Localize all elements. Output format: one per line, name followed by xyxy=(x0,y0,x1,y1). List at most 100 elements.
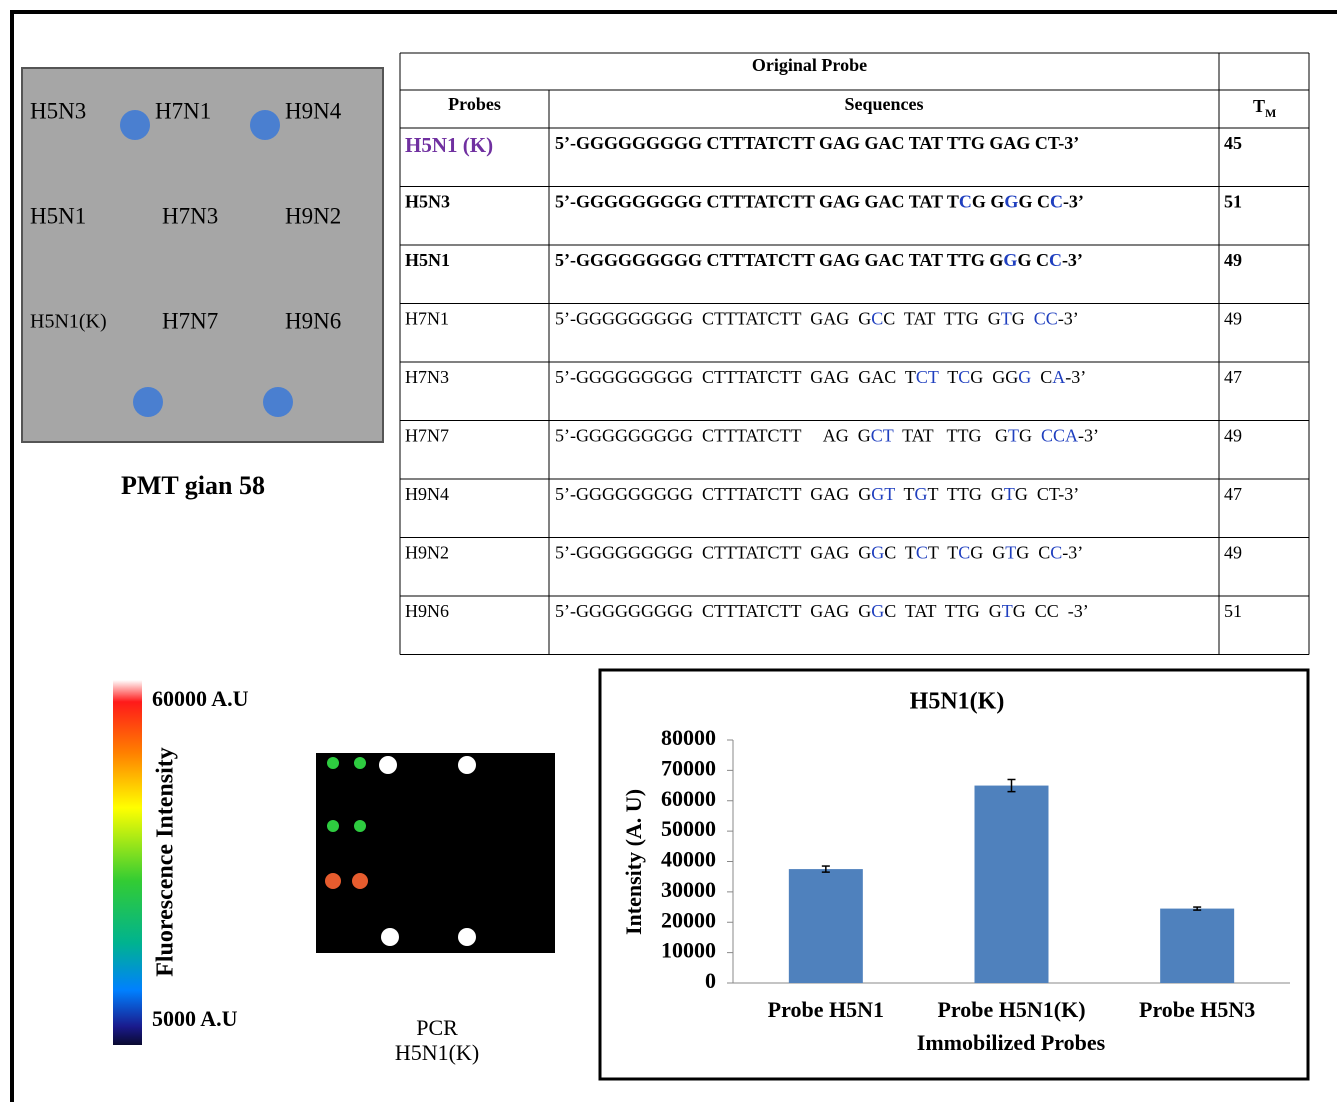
bar xyxy=(975,786,1049,983)
sequence: 5’-GGGGGGGGG CTTTATCTT GAG GGT TGT TTG G… xyxy=(555,484,1079,504)
tm-value: 49 xyxy=(1224,309,1242,329)
sequence-segment: G C xyxy=(1018,192,1050,212)
colorbar xyxy=(113,680,142,1045)
colorbar-title: Fluorescence Intensity xyxy=(153,747,179,977)
sequence-segment: T xyxy=(1002,601,1013,621)
tm-value: 45 xyxy=(1224,133,1242,153)
sequence: 5’-GGGGGGGGG CTTTATCTT GAG GGC TCT TCG G… xyxy=(555,543,1083,563)
sequence-segment: 5’-GGGGGGGGG CTTTATCTT GAG G xyxy=(555,309,871,329)
probe-label: H5N3 xyxy=(30,98,86,123)
sequence-segment: T xyxy=(1004,484,1015,504)
pcr-caption: H5N1(K) xyxy=(395,1040,479,1065)
sequence: 5’-GGGGGGGGG CTTTATCTT GAG GAC TAT TTG G… xyxy=(555,250,1083,270)
sequence-segment: T xyxy=(1005,543,1016,563)
tm-value: 49 xyxy=(1224,250,1242,270)
sequence-segment: G GG xyxy=(970,367,1018,387)
sequence-segment: C xyxy=(958,367,970,387)
x-tick-label: Probe H5N1 xyxy=(768,997,884,1022)
sequence-segment: CC xyxy=(1034,309,1058,329)
sequence-segment: G G xyxy=(972,192,1005,212)
sequence-segment: C xyxy=(959,192,972,212)
chart-title: H5N1(K) xyxy=(910,689,1005,715)
probe-name: H5N1 xyxy=(405,250,450,270)
y-tick-label: 30000 xyxy=(661,877,716,902)
x-axis-label: Immobilized Probes xyxy=(917,1030,1106,1055)
sequence: 5’-GGGGGGGGG CTTTATCTT GAG GAC TAT TCG G… xyxy=(555,192,1084,212)
sequence-segment: CCA xyxy=(1041,426,1078,446)
y-tick-label: 70000 xyxy=(661,755,716,780)
sequence-segment: 5’-GGGGGGGGG CTTTATCTT GAG G xyxy=(555,543,871,563)
x-tick-label: Probe H5N3 xyxy=(1139,997,1255,1022)
sequence-segment: 5’-GGGGGGGGG CTTTATCTT AG G xyxy=(555,426,871,446)
y-tick-label: 10000 xyxy=(661,938,716,963)
probe-label: H5N1(K) xyxy=(30,311,107,333)
sequence: 5’-GGGGGGGGG CTTTATCTT GAG GAC TAT TTG G… xyxy=(555,133,1079,153)
sequence-segment: T xyxy=(1008,426,1019,446)
x-tick-label: Probe H5N1(K) xyxy=(937,997,1085,1022)
panel-caption: PMT gian 58 xyxy=(121,471,265,500)
tm-value: 49 xyxy=(1224,543,1242,563)
probe-label: H9N2 xyxy=(285,203,341,228)
sequence-segment: -3’ xyxy=(1065,367,1086,387)
sequence-segment: T T xyxy=(928,543,958,563)
sequence-segment: G xyxy=(915,484,928,504)
sequence-segment: C xyxy=(1050,192,1063,212)
probe-label: H7N7 xyxy=(162,308,218,333)
probe-label: H5N1 xyxy=(30,203,86,228)
sequence-segment: 5’-GGGGGGGGG CTTTATCTT GAG GAC TAT TTG G… xyxy=(555,133,1079,153)
tm-value: 51 xyxy=(1224,192,1242,212)
sequence-segment: C TAT TTG G xyxy=(883,309,1001,329)
sequence-segment: -3’ xyxy=(1078,426,1099,446)
sequence-segment: TAT TTG G xyxy=(893,426,1008,446)
probe-name: H7N3 xyxy=(405,367,449,387)
sequence-segment: G xyxy=(1003,250,1017,270)
probe-label: H7N1 xyxy=(155,98,211,123)
column-header: Probes xyxy=(448,94,501,114)
column-header: Sequences xyxy=(844,94,923,114)
sequence-segment: A xyxy=(1052,367,1065,387)
sequence-segment: 5’-GGGGGGGGG CTTTATCTT GAG GAC TAT TTG G xyxy=(555,250,1003,270)
column-header: M xyxy=(1265,106,1276,120)
sequence: 5’-GGGGGGGGG CTTTATCTT GAG GCC TAT TTG G… xyxy=(555,309,1079,329)
sequence-segment: -3’ xyxy=(1058,309,1079,329)
table-title: Original Probe xyxy=(752,55,867,75)
sequence-segment: G xyxy=(1004,192,1018,212)
figure: PMT gian 58 60000 A.U 5000 A.U Fluoresce… xyxy=(0,0,1337,1102)
sequence-segment: G G xyxy=(970,543,1005,563)
sequence-segment: C xyxy=(916,543,928,563)
array-panel xyxy=(22,68,383,442)
y-tick-label: 60000 xyxy=(661,786,716,811)
probe-name: H5N3 xyxy=(405,192,450,212)
tm-value: 47 xyxy=(1224,367,1242,387)
sequence-segment: GT xyxy=(871,484,895,504)
probe-name: H7N1 xyxy=(405,309,449,329)
sequence-segment: 5’-GGGGGGGGG CTTTATCTT GAG GAC T xyxy=(555,367,916,387)
sequence-segment: G xyxy=(871,601,884,621)
probe-label: H7N3 xyxy=(162,203,218,228)
tm-value: 51 xyxy=(1224,601,1242,621)
colorbar-min: 5000 A.U xyxy=(152,1006,238,1031)
sequence-segment: -3’ xyxy=(1062,250,1083,270)
probe-name: H5N1 (K) xyxy=(405,133,493,157)
y-tick-label: 50000 xyxy=(661,816,716,841)
sequence: 5’-GGGGGGGGG CTTTATCTT GAG GGC TAT TTG G… xyxy=(555,601,1089,621)
colorbar-max: 60000 A.U xyxy=(152,686,249,711)
sequence-segment: C xyxy=(1049,250,1062,270)
sequence-segment: T xyxy=(1001,309,1012,329)
sequence-segment: C xyxy=(871,309,883,329)
bar xyxy=(789,869,863,983)
tm-value: 47 xyxy=(1224,484,1242,504)
y-axis-label: Intensity (A. U) xyxy=(621,789,646,935)
y-tick-label: 0 xyxy=(705,968,716,993)
probe-name: H9N2 xyxy=(405,543,449,563)
probe-label: H9N6 xyxy=(285,308,341,333)
probe-name: H9N6 xyxy=(405,601,449,621)
sequence-segment: G C xyxy=(1017,250,1049,270)
sequence-segment: G CT-3’ xyxy=(1015,484,1079,504)
tm-value: 49 xyxy=(1224,426,1242,446)
sequence-segment: G xyxy=(1019,426,1041,446)
sequence-segment: G C xyxy=(1016,543,1050,563)
sequence-segment: -3’ xyxy=(1062,543,1083,563)
sequence: 5’-GGGGGGGGG CTTTATCTT GAG GAC TCT TCG G… xyxy=(555,367,1086,387)
sequence-segment: C xyxy=(1050,543,1062,563)
